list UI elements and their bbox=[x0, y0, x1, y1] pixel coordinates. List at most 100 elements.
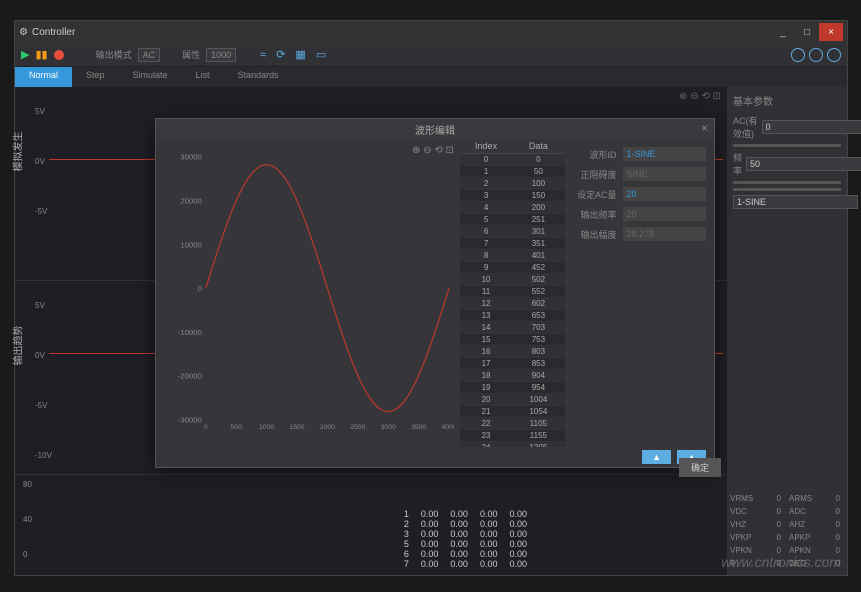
tab-step[interactable]: Step bbox=[72, 67, 119, 87]
table-row[interactable]: 4200 bbox=[460, 202, 565, 214]
box-icon[interactable]: ▭ bbox=[314, 48, 328, 61]
table-row[interactable]: 8401 bbox=[460, 250, 565, 262]
svg-text:-10000: -10000 bbox=[178, 328, 203, 337]
slider[interactable] bbox=[733, 188, 841, 191]
record-icon[interactable] bbox=[54, 50, 64, 60]
table-row[interactable]: 16803 bbox=[460, 346, 565, 358]
arrow-up-button[interactable]: ▲ bbox=[642, 450, 671, 464]
chart-tools[interactable]: ⊕ ⊖ ⟲ ⊡ bbox=[679, 91, 721, 102]
table-row[interactable]: 13653 bbox=[460, 310, 565, 322]
pause-icon[interactable]: ▮▮ bbox=[35, 48, 47, 61]
table-row[interactable]: 11552 bbox=[460, 286, 565, 298]
tab-simulate[interactable]: Simulate bbox=[119, 67, 182, 87]
table-row[interactable]: 6301 bbox=[460, 226, 565, 238]
ac-set-label: 设定AC量 bbox=[573, 188, 617, 201]
chart2-ylabel: 输出趋势 bbox=[10, 325, 25, 365]
wave-chart-tools[interactable]: ⊕ ⊖ ⟲ ⊡ bbox=[412, 145, 454, 156]
ac-input[interactable] bbox=[762, 120, 861, 134]
data-table[interactable]: Index Data 00150210031504200525163017351… bbox=[460, 139, 565, 447]
freq-slider[interactable] bbox=[733, 181, 841, 184]
table-row[interactable]: 18904 bbox=[460, 370, 565, 382]
tab-standards[interactable]: Standards bbox=[224, 67, 293, 87]
table-row[interactable]: 17853 bbox=[460, 358, 565, 370]
help-icon[interactable] bbox=[791, 48, 805, 62]
dialog-titlebar: 波形编辑 × bbox=[156, 119, 714, 139]
ac-slider[interactable] bbox=[733, 144, 841, 147]
minimize-button[interactable]: _ bbox=[771, 23, 795, 41]
confirm-area: 确定 bbox=[679, 458, 721, 477]
svg-text:0: 0 bbox=[204, 424, 208, 431]
ytick: 80 bbox=[23, 480, 32, 489]
attr-label: 属性 bbox=[182, 48, 200, 61]
grid-icon[interactable]: ▦ bbox=[293, 48, 307, 61]
close-button[interactable]: × bbox=[819, 23, 843, 41]
svg-text:500: 500 bbox=[231, 424, 243, 431]
wave-id-value[interactable]: 1-SINE bbox=[623, 147, 707, 161]
table-header: Index Data bbox=[460, 139, 565, 154]
readout-row: VDC0ADC0 bbox=[727, 506, 843, 517]
table-row[interactable]: 14703 bbox=[460, 322, 565, 334]
freq-input[interactable] bbox=[746, 157, 861, 171]
svg-text:1500: 1500 bbox=[289, 424, 304, 431]
ext-value: SINE bbox=[623, 167, 707, 181]
dialog-footer: ▲ ▲ bbox=[156, 447, 714, 467]
play-icon[interactable]: ▶ bbox=[21, 48, 29, 61]
wave-chart: ⊕ ⊖ ⟲ ⊡ 3000020000100000-10000-20000-300… bbox=[156, 139, 460, 447]
table-row[interactable]: 7351 bbox=[460, 238, 565, 250]
settings-icon[interactable] bbox=[809, 48, 823, 62]
tab-bar: NormalStepSimulateListStandards bbox=[15, 67, 847, 87]
tab-list[interactable]: List bbox=[182, 67, 224, 87]
table-row[interactable]: 231155 bbox=[460, 430, 565, 442]
table-row[interactable]: 19954 bbox=[460, 382, 565, 394]
table-row[interactable]: 221105 bbox=[460, 418, 565, 430]
col-data: Data bbox=[512, 139, 564, 153]
svg-text:1000: 1000 bbox=[259, 424, 274, 431]
table-row[interactable]: 00 bbox=[460, 154, 565, 166]
app-logo-icon: ⚙ bbox=[19, 27, 28, 38]
wave-icon[interactable]: ≈ bbox=[258, 49, 268, 61]
dialog-title-text: 波形编辑 bbox=[415, 122, 455, 137]
data-grid: 10.000.000.000.0020.000.000.000.0030.000… bbox=[404, 509, 527, 569]
data-row: 30.000.000.000.00 bbox=[404, 529, 527, 539]
attr-select[interactable]: 1000 bbox=[206, 48, 236, 62]
ac-label: AC(有效值) bbox=[733, 114, 758, 140]
readout-row: VRMS0ARMS0 bbox=[727, 493, 843, 504]
ytick: 0V bbox=[35, 351, 45, 360]
data-row: 50.000.000.000.00 bbox=[404, 539, 527, 549]
table-row[interactable]: 12602 bbox=[460, 298, 565, 310]
ytick: -5V bbox=[35, 207, 47, 216]
wave-select[interactable] bbox=[733, 195, 858, 209]
refresh-icon[interactable]: ⟳ bbox=[274, 48, 287, 61]
table-row[interactable]: 150 bbox=[460, 166, 565, 178]
watermark: www.cntronics.com bbox=[721, 554, 841, 570]
freq-label: 频率 bbox=[733, 151, 742, 177]
svg-text:3000: 3000 bbox=[381, 424, 396, 431]
maximize-button[interactable]: □ bbox=[795, 23, 819, 41]
ac-set-value[interactable]: 20 bbox=[623, 187, 707, 201]
table-row[interactable]: 5251 bbox=[460, 214, 565, 226]
ytick: 5V bbox=[35, 301, 45, 310]
ytick: -10V bbox=[35, 451, 52, 460]
table-row[interactable]: 211054 bbox=[460, 406, 565, 418]
chart-bottom: 80 40 0 10.000.000.000.0020.000.000.000.… bbox=[15, 475, 727, 575]
ytick: 5V bbox=[35, 107, 45, 116]
titlebar: ⚙ Controller _ □ × bbox=[15, 21, 847, 43]
svg-text:2000: 2000 bbox=[320, 424, 335, 431]
info-icon[interactable] bbox=[827, 48, 841, 62]
table-row[interactable]: 9452 bbox=[460, 262, 565, 274]
out-freq-label: 输出频率 bbox=[573, 208, 617, 221]
confirm-button[interactable]: 确定 bbox=[679, 458, 721, 477]
table-row[interactable]: 3150 bbox=[460, 190, 565, 202]
table-row[interactable]: 10502 bbox=[460, 274, 565, 286]
table-row[interactable]: 15753 bbox=[460, 334, 565, 346]
svg-text:-30000: -30000 bbox=[178, 415, 203, 424]
table-row[interactable]: 241205 bbox=[460, 442, 565, 447]
ytick: 0V bbox=[35, 157, 45, 166]
readout-row: VPKP0APKP0 bbox=[727, 532, 843, 543]
mode-select[interactable]: AC bbox=[138, 48, 161, 62]
dialog-close-button[interactable]: × bbox=[701, 121, 708, 135]
table-row[interactable]: 2100 bbox=[460, 178, 565, 190]
table-row[interactable]: 201004 bbox=[460, 394, 565, 406]
app-title: Controller bbox=[32, 27, 75, 38]
tab-normal[interactable]: Normal bbox=[15, 67, 72, 87]
